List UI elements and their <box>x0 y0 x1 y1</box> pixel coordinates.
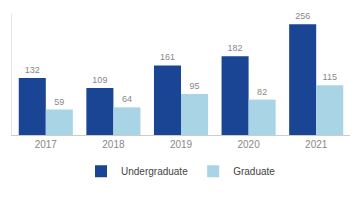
svg-text:Undergraduate: Undergraduate <box>121 166 188 177</box>
svg-text:161: 161 <box>160 52 175 62</box>
svg-text:95: 95 <box>190 81 200 91</box>
svg-text:64: 64 <box>122 94 132 104</box>
svg-text:2018: 2018 <box>102 139 125 150</box>
svg-text:59: 59 <box>54 97 64 107</box>
svg-text:82: 82 <box>257 87 267 97</box>
svg-text:2021: 2021 <box>305 139 328 150</box>
svg-text:256: 256 <box>295 11 310 21</box>
svg-text:182: 182 <box>228 43 243 53</box>
svg-text:2017: 2017 <box>35 139 58 150</box>
svg-text:132: 132 <box>25 65 40 75</box>
svg-text:115: 115 <box>323 72 337 82</box>
svg-text:2019: 2019 <box>170 139 193 150</box>
svg-text:Graduate: Graduate <box>233 166 275 177</box>
svg-text:2020: 2020 <box>237 139 260 150</box>
svg-text:109: 109 <box>92 75 107 85</box>
